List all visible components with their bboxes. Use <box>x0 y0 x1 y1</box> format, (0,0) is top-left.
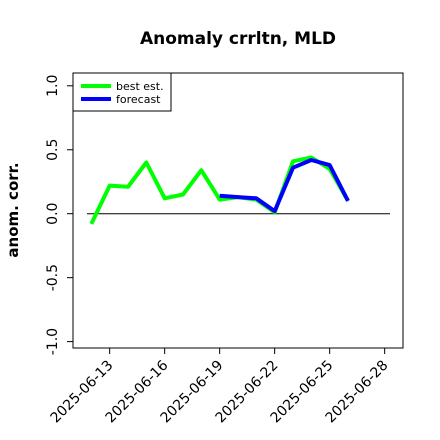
legend-box <box>72 72 172 112</box>
y-tick-label: 0.5 <box>45 139 61 161</box>
plot-frame <box>72 72 404 349</box>
y-axis: -1.0 -0.5 0.0 0.5 1.0 <box>45 75 73 355</box>
legend: best est.forecast <box>72 72 172 112</box>
y-tick-label: 1.0 <box>45 75 61 97</box>
chart-title: Anomaly crrltn, MLD <box>140 29 336 49</box>
series-line-1 <box>219 158 350 214</box>
y-tick-label: 0.0 <box>45 203 61 225</box>
series-layer <box>89 155 350 225</box>
series-line-0 <box>89 155 350 225</box>
legend-label: forecast <box>116 93 161 106</box>
legend-label: best est. <box>116 80 164 93</box>
y-tick-label: -1.0 <box>45 328 61 355</box>
x-axis: 2025-06-132025-06-162025-06-192025-06-22… <box>48 348 391 426</box>
y-axis-label: anom. corr. <box>4 162 22 257</box>
y-tick-label: -0.5 <box>45 264 61 291</box>
